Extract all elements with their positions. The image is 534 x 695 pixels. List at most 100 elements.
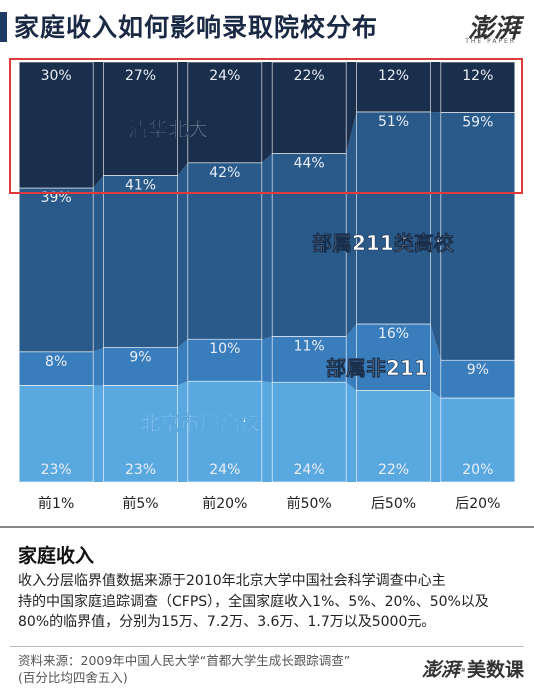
bar-group: 20% 9% 59% 12% [440, 61, 516, 483]
data-label: 59% [462, 114, 493, 130]
x-tick-label: 前5% [122, 495, 158, 512]
bar-segment [271, 153, 347, 337]
bar-segment [18, 61, 94, 189]
series-band [430, 111, 441, 361]
thepaper-logo-sub: THE PAPER [465, 38, 516, 45]
title-accent-bar [0, 12, 7, 42]
source-note: 资料来源：2009年中国人民大学“首都大学生成长跟踪调查” (百分比均四舍五入) [18, 652, 350, 686]
data-label: 22% [294, 68, 325, 84]
series-band [261, 153, 273, 340]
data-label: 23% [125, 462, 156, 478]
bar-group: 23%8%39%30% [18, 61, 94, 483]
bar-segment [356, 323, 431, 391]
data-label: 51% [378, 114, 409, 130]
series-label: 部属211类高校 [312, 231, 455, 255]
bar-segment [440, 61, 516, 113]
bar-segment [440, 112, 516, 361]
series-band [346, 111, 357, 337]
series-band [346, 62, 357, 154]
x-tick-label: 后50% [371, 496, 416, 512]
bar-segment [18, 351, 94, 386]
series-band [93, 347, 104, 386]
data-label: 11% [294, 338, 325, 354]
bar-group: 24% 11% 44% 22% [271, 61, 347, 483]
series-band [430, 323, 441, 398]
bar-segment [356, 111, 431, 325]
bar-segment [18, 187, 94, 353]
data-label: 22% [378, 462, 409, 478]
footer-logo: 澎湃·美数课 [422, 655, 524, 682]
series-label: 清华北大 [128, 117, 208, 141]
data-label: 16% [378, 326, 409, 342]
bar-segment [187, 61, 263, 164]
series-label: 部属非211 [326, 356, 428, 380]
footer-logo-brush: 澎湃 [421, 659, 460, 681]
section-title: 家庭收入 [18, 545, 95, 567]
data-label: 9% [129, 350, 151, 366]
bar-segment [440, 359, 516, 399]
series-band [430, 390, 441, 482]
stacked-bar-chart: 23%8%39%30%前1%23%9%41%27%前5%24%10%42%24%… [9, 58, 523, 512]
series-band [261, 336, 273, 383]
data-label: 30% [41, 68, 72, 84]
bar-group: 22% 16% 51% 12% [356, 61, 431, 483]
source-line: (百分比均四舍五入) [18, 670, 128, 685]
series-band [430, 62, 441, 113]
bar-segment [103, 385, 178, 483]
section-body: 收入分层临界值数据来源于2010年北京大学中国社会科学调查中心主 持的中国家庭追… [18, 571, 523, 633]
series-band [177, 62, 188, 176]
source-line: 资料来源：2009年中国人民大学“首都大学生成长跟踪调查” [18, 653, 351, 668]
series-band [261, 381, 273, 482]
bar-segment [18, 385, 94, 483]
thepaper-logo: 澎湃 [467, 14, 520, 44]
x-tick-label: 后20% [455, 496, 500, 512]
section-line: 收入分层临界值数据来源于2010年北京大学中国社会科学调查中心主 [18, 573, 446, 589]
series-band [177, 162, 188, 348]
data-label: 12% [378, 68, 409, 84]
data-label: 27% [125, 68, 156, 84]
bar-segment [271, 381, 347, 483]
series-band [93, 175, 104, 352]
section-divider [0, 526, 534, 528]
data-label: 24% [209, 462, 240, 478]
series-band [177, 339, 188, 386]
data-label: 9% [467, 362, 489, 378]
data-label: 12% [462, 68, 493, 84]
data-label: 42% [209, 165, 240, 181]
footer-divider [10, 646, 524, 647]
data-label: 24% [294, 462, 325, 478]
x-tick-label: 前50% [287, 495, 332, 512]
bar-segment [271, 61, 347, 154]
footer-logo-text: 美数课 [466, 659, 524, 681]
bar-segment [103, 61, 178, 176]
bar-segment [356, 61, 431, 113]
data-label: 23% [41, 462, 72, 478]
bar-group: 23% 9% 41% 27% [103, 61, 178, 483]
series-label: 北京市属高校 [140, 411, 261, 435]
data-label: 24% [209, 68, 240, 84]
data-label: 8% [45, 354, 67, 370]
section-line: 80%的临界值，分别为15万、7.2万、3.6万、1.7万以及5000元。 [18, 614, 436, 630]
data-label: 20% [462, 462, 493, 478]
highlight-box [9, 58, 523, 194]
series-band [93, 62, 104, 188]
series-band [346, 382, 357, 482]
bar-segment [187, 380, 263, 483]
bar-segment [187, 338, 263, 382]
series-band [93, 385, 104, 482]
page-title: 家庭收入如何影响录取院校分布 [14, 13, 379, 42]
data-label: 41% [125, 177, 156, 193]
footer-logo-sep: · [459, 659, 467, 681]
series-band [261, 62, 273, 163]
series-bands [93, 62, 441, 482]
x-tick-label: 前1% [38, 495, 74, 512]
series-band [177, 381, 188, 482]
x-tick-label: 前20% [202, 495, 247, 512]
section-line: 持的中国家庭追踪调查（CFPS），全国家庭收入1%、5%、20%、50%以及 [18, 593, 489, 610]
bar-segment [271, 336, 347, 383]
data-label: 10% [209, 341, 240, 357]
data-label: 44% [294, 155, 325, 171]
bar-segment [103, 175, 178, 348]
bar-segment [187, 162, 263, 340]
series-band [346, 323, 357, 391]
